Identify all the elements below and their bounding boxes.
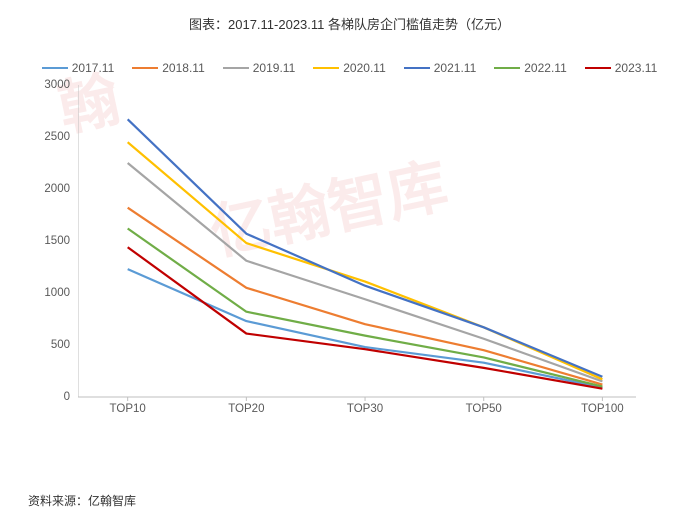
- x-tick-label: TOP100: [581, 403, 624, 415]
- legend-label: 2019.11: [253, 61, 296, 75]
- legend-item: 2017.11: [42, 61, 115, 75]
- legend-swatch: [313, 67, 339, 69]
- y-tick-label: 0: [64, 391, 70, 403]
- y-tick-label: 1000: [44, 287, 70, 299]
- series-line: [128, 142, 603, 379]
- chart-area: 翰 亿翰智库 050010001500200025003000 TOP10TOP…: [78, 81, 638, 401]
- y-tick-label: 1500: [44, 235, 70, 247]
- plot-svg: [78, 81, 638, 401]
- legend-item: 2018.11: [132, 61, 205, 75]
- legend-item: 2021.11: [404, 61, 477, 75]
- legend-label: 2017.11: [72, 61, 115, 75]
- series-line: [128, 119, 603, 376]
- legend-label: 2023.11: [615, 61, 658, 75]
- legend-swatch: [132, 67, 158, 69]
- chart-title: 图表：2017.11-2023.11 各梯队房企门槛值走势（亿元）: [0, 0, 699, 33]
- x-tick-label: TOP10: [110, 403, 146, 415]
- legend-item: 2019.11: [223, 61, 296, 75]
- legend-item: 2022.11: [494, 61, 567, 75]
- y-tick-label: 500: [51, 339, 70, 351]
- legend: 2017.11 2018.11 2019.11 2020.11 2021.11 2022.…: [0, 61, 699, 75]
- legend-swatch: [404, 67, 430, 69]
- series-line: [128, 247, 603, 388]
- source-label: 资料来源：亿翰智库: [28, 492, 136, 509]
- legend-label: 2022.11: [524, 61, 567, 75]
- legend-item: 2023.11: [585, 61, 658, 75]
- legend-label: 2020.11: [343, 61, 386, 75]
- x-tick-label: TOP30: [347, 403, 383, 415]
- y-tick-label: 2000: [44, 183, 70, 195]
- x-axis-labels: TOP10 TOP20 TOP30 TOP50 TOP100: [78, 403, 638, 423]
- legend-item: 2020.11: [313, 61, 386, 75]
- legend-swatch: [223, 67, 249, 69]
- legend-swatch: [42, 67, 68, 69]
- y-axis-labels: 0 500 1000 1500 2000 2500 3000: [36, 81, 76, 401]
- y-tick-label: 2500: [44, 131, 70, 143]
- x-tick-label: TOP20: [228, 403, 264, 415]
- legend-swatch: [585, 67, 611, 69]
- x-tick-label: TOP50: [466, 403, 502, 415]
- series-line: [128, 208, 603, 385]
- y-tick-label: 3000: [44, 79, 70, 91]
- legend-swatch: [494, 67, 520, 69]
- legend-label: 2018.11: [162, 61, 205, 75]
- legend-label: 2021.11: [434, 61, 477, 75]
